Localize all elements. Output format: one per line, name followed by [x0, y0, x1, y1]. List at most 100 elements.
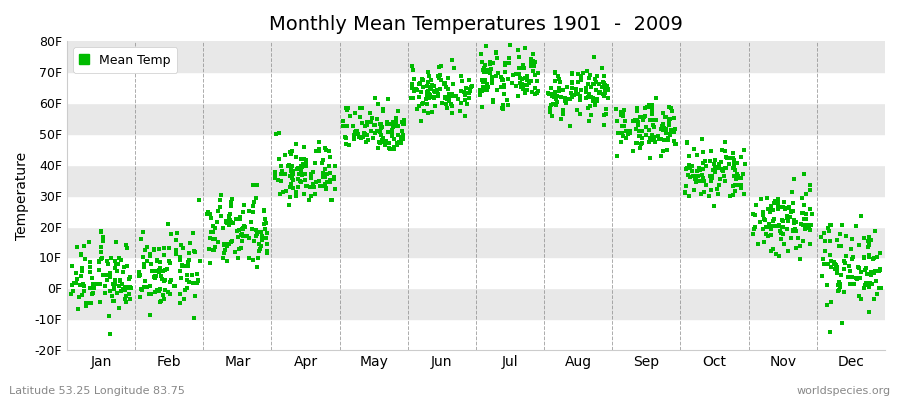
Point — [618, 118, 633, 124]
Point — [759, 217, 773, 224]
Point — [680, 140, 694, 146]
Point — [479, 69, 493, 75]
Point — [483, 66, 498, 72]
Point — [241, 235, 256, 242]
Point — [315, 172, 329, 179]
Point — [390, 140, 404, 146]
Point — [375, 135, 390, 141]
Point — [107, 265, 122, 272]
Point — [696, 149, 710, 156]
Point — [187, 315, 202, 322]
Point — [221, 212, 236, 219]
Point — [133, 294, 148, 300]
Point — [359, 122, 374, 128]
Point — [311, 139, 326, 145]
Point — [481, 84, 495, 90]
Point — [643, 135, 657, 142]
Point — [371, 145, 385, 151]
Point — [831, 282, 845, 288]
Point — [647, 138, 662, 145]
Point — [94, 256, 108, 262]
Point — [494, 33, 508, 40]
Point — [177, 287, 192, 293]
Point — [254, 243, 268, 249]
Point — [857, 254, 871, 261]
Point — [167, 282, 182, 289]
Point — [205, 223, 220, 230]
Point — [187, 248, 202, 254]
Point — [616, 113, 630, 119]
Point — [338, 133, 352, 140]
Point — [617, 123, 632, 129]
Point — [596, 79, 610, 85]
Point — [857, 284, 871, 291]
Point — [727, 160, 742, 167]
Point — [760, 195, 774, 201]
Point — [356, 134, 370, 140]
Point — [516, 64, 530, 71]
Point — [237, 223, 251, 230]
Point — [188, 249, 202, 256]
Point — [770, 206, 785, 212]
Point — [766, 246, 780, 252]
Point — [414, 89, 428, 96]
Point — [598, 88, 612, 94]
Point — [104, 270, 118, 276]
Point — [590, 73, 604, 80]
Point — [428, 83, 442, 89]
Point — [634, 141, 648, 147]
Point — [323, 170, 338, 176]
Point — [637, 114, 652, 120]
Point — [772, 222, 787, 228]
Point — [524, 63, 538, 69]
Point — [76, 281, 90, 287]
Bar — [67, 134, 885, 165]
Point — [590, 97, 604, 103]
Point — [559, 100, 573, 106]
Point — [476, 79, 491, 85]
Point — [191, 277, 205, 283]
Point — [375, 124, 390, 130]
Bar — [67, 41, 885, 72]
Point — [658, 114, 672, 120]
Point — [833, 271, 848, 278]
Point — [260, 230, 274, 237]
Point — [430, 87, 445, 94]
Point — [324, 197, 338, 204]
Point — [664, 126, 679, 133]
Point — [763, 232, 778, 238]
Point — [797, 216, 812, 222]
Point — [474, 88, 489, 94]
Point — [524, 78, 538, 84]
Point — [787, 176, 801, 182]
Point — [366, 134, 381, 141]
Point — [782, 205, 796, 211]
Point — [162, 258, 176, 265]
Point — [140, 244, 154, 250]
Point — [103, 331, 117, 338]
Point — [680, 164, 695, 171]
Point — [427, 95, 441, 102]
Point — [526, 58, 540, 64]
Point — [175, 263, 189, 270]
Point — [823, 222, 837, 229]
Point — [385, 132, 400, 139]
Point — [299, 160, 313, 167]
Point — [306, 168, 320, 175]
Point — [298, 176, 312, 183]
Point — [463, 88, 477, 94]
Point — [394, 133, 409, 140]
Point — [713, 176, 727, 182]
Point — [420, 90, 435, 96]
Point — [633, 114, 647, 120]
Point — [433, 85, 447, 92]
Point — [153, 259, 167, 266]
Point — [852, 242, 867, 248]
Point — [853, 296, 868, 302]
Point — [729, 176, 743, 182]
Point — [112, 254, 127, 261]
Point — [550, 99, 564, 105]
Point — [706, 203, 721, 209]
Point — [866, 256, 880, 262]
Point — [104, 254, 118, 261]
